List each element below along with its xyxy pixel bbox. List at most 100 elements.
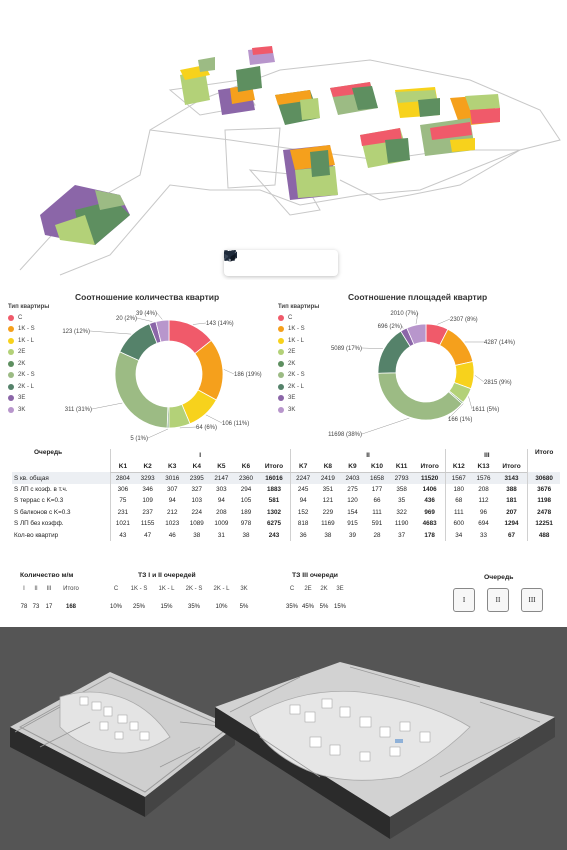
- table-cell: 1658: [364, 472, 390, 484]
- table-cell: 237: [142, 508, 153, 516]
- tz12-values: 10% 25% 15% 35% 10% 5%: [107, 604, 253, 610]
- legend-label: 3K: [18, 406, 26, 413]
- terrain-model-right: [215, 662, 555, 839]
- row-label: S ЛП с коэф. в т.ч.: [14, 485, 68, 493]
- table-cell: 2360: [233, 472, 259, 484]
- queue-filter-title: Очередь: [484, 574, 514, 581]
- table-cell: 154: [347, 508, 358, 516]
- legend-swatch: [8, 395, 14, 402]
- table-cell: 94: [289, 495, 316, 507]
- data-label: 2307 (8%): [450, 317, 478, 323]
- table-cell: 189: [240, 508, 252, 516]
- site-3d-viewer[interactable]: [0, 0, 567, 280]
- column-header: K10: [364, 461, 390, 473]
- table-cell: 307: [166, 485, 178, 493]
- table-cell: 33: [480, 531, 488, 539]
- table-cell: 35: [398, 497, 406, 505]
- summary-cell: C: [289, 586, 295, 592]
- table-cell: 207: [506, 508, 517, 516]
- legend-label: 2E: [288, 349, 296, 356]
- column-header: K6: [233, 461, 259, 473]
- leader-line: [361, 347, 383, 349]
- queue-header: Очередь: [34, 449, 63, 456]
- chart-title: Соотношение количества квартир: [75, 292, 220, 302]
- legend-item: 2E: [278, 347, 319, 359]
- table-cell: 28: [373, 531, 381, 539]
- legend-item: 3K: [8, 404, 49, 416]
- legend-label: 2K: [288, 360, 296, 367]
- legend-swatch: [8, 383, 14, 390]
- legend-label: 2K - L: [288, 383, 305, 390]
- legend-label: 1K - S: [18, 326, 35, 333]
- table-body: S кв. общая 2804 3293 3016 2395 2147 2360 16016…: [12, 472, 560, 541]
- data-label: 186 (19%): [234, 372, 262, 378]
- pie-slice[interactable]: [406, 323, 427, 346]
- table-cell: 229: [322, 508, 334, 516]
- data-label: 166 (1%): [448, 417, 472, 423]
- group-header: III: [445, 449, 528, 461]
- pie-slice[interactable]: [439, 328, 474, 366]
- column-header: K1: [109, 461, 136, 473]
- legend-label: 2K - L: [18, 383, 35, 390]
- data-label: 143 (14%): [206, 321, 234, 327]
- table-cell: 1302: [266, 508, 281, 516]
- data-label: 20 (2%): [116, 316, 137, 322]
- summary-cell: Итого: [63, 586, 79, 592]
- column-header: Итого: [413, 461, 446, 473]
- queue-button-1[interactable]: I: [453, 588, 475, 612]
- table-cell: 591: [371, 520, 383, 528]
- summary-cell: C: [113, 586, 119, 592]
- table-cell: 121: [322, 497, 334, 505]
- table-cell: 43: [109, 529, 136, 541]
- legend-swatch: [278, 326, 284, 333]
- summary-cell: I: [23, 586, 25, 592]
- table-cell: 39: [348, 531, 356, 539]
- summary-cell: 17: [45, 604, 53, 610]
- table-cell: 30680: [527, 472, 560, 484]
- queue-button-2[interactable]: II: [487, 588, 509, 612]
- table-cell: 94: [217, 497, 225, 505]
- table-cell: 1023: [165, 520, 180, 528]
- pie-slice[interactable]: [377, 372, 463, 421]
- column-header: K13: [471, 461, 496, 473]
- legend-item: 3E: [278, 393, 319, 405]
- leader-line: [156, 312, 163, 320]
- data-label: 5 (1%): [130, 436, 148, 442]
- table-cell: 346: [142, 485, 153, 493]
- table-cell: 4683: [422, 520, 437, 528]
- brush-icon[interactable]: [225, 250, 328, 272]
- table-cell: 1190: [394, 520, 409, 528]
- queue-button-3[interactable]: III: [521, 588, 543, 612]
- summary-cell: 45%: [301, 604, 314, 610]
- table-row: S ЛП с коэф. в т.ч. 306 346 307 327 303 294 188…: [12, 483, 560, 496]
- pie-slice[interactable]: [155, 319, 170, 343]
- apartment-area-chart: Соотношение площадей квартир Тип квартир…: [270, 288, 567, 448]
- video-camera-icon[interactable]: [224, 251, 277, 272]
- table-cell: 3293: [135, 472, 160, 484]
- table-cell: 67: [508, 531, 516, 539]
- legend-swatch: [8, 406, 14, 413]
- summary-cell: 78: [20, 604, 28, 610]
- parking-count-title: Количество м/м: [20, 572, 74, 579]
- data-label: 5089 (17%): [331, 346, 362, 352]
- cube-icon[interactable]: [224, 250, 303, 272]
- site-massing-renders: [0, 627, 567, 850]
- table-cell: 2804: [109, 472, 136, 484]
- table-cell: 96: [480, 508, 488, 516]
- summary-cell: 2K - S: [185, 586, 203, 592]
- row-label: Кол-во квартир: [14, 531, 59, 539]
- tz12-headers: C 1K - S 1K - L 2K - S 2K - L 3K: [107, 586, 253, 592]
- pie-slice[interactable]: [114, 351, 169, 429]
- table-cell: 436: [424, 497, 435, 505]
- table-cell: 1155: [140, 520, 155, 528]
- parking-count-headers: I II III Итого: [18, 586, 86, 592]
- data-label: 311 (31%): [65, 407, 92, 413]
- table-cell: 120: [347, 497, 358, 505]
- table-cell: 152: [289, 506, 316, 518]
- data-label: 39 (4%): [136, 311, 157, 317]
- table-cell: 488: [527, 529, 560, 541]
- summary-cell: 1K - L: [158, 586, 175, 592]
- legend-item: 2K - S: [278, 370, 319, 382]
- row-label: S кв. общая: [12, 472, 110, 484]
- leader-line: [205, 414, 223, 424]
